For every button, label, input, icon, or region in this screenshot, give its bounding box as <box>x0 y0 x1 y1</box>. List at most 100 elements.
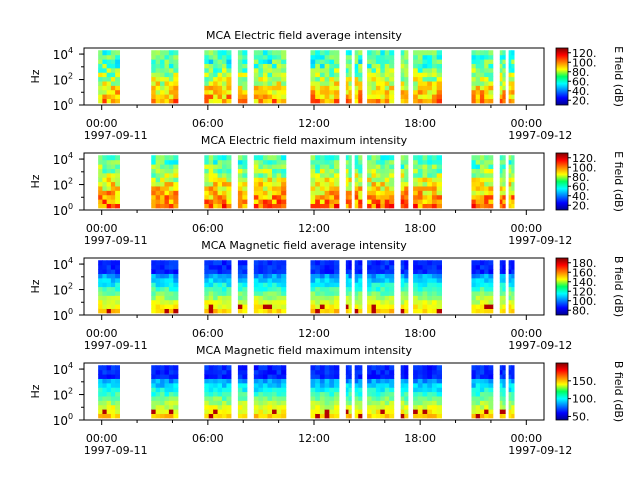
spectrogram-cell <box>358 299 363 305</box>
spectrogram-cell <box>281 72 287 78</box>
spectrogram-cell <box>173 63 179 69</box>
spectrogram-cell <box>484 89 490 95</box>
x-tick-label: 00:00 <box>510 117 542 130</box>
spectrogram-cell <box>499 76 504 82</box>
spectrogram <box>98 155 515 209</box>
spectrogram-cell <box>511 72 515 78</box>
spectrogram-cell <box>354 76 359 82</box>
spectrogram-cell <box>345 299 350 305</box>
spectrogram-cell <box>488 369 494 375</box>
spectrogram-cell <box>475 63 481 69</box>
spectrogram-cell <box>371 80 377 86</box>
spectrogram-cell <box>380 304 386 309</box>
spectrogram-cell <box>354 295 359 301</box>
spectrogram-cell <box>319 54 326 60</box>
spectrogram-cell <box>404 378 409 384</box>
spectrogram-cell <box>160 50 166 56</box>
spectrogram-cell <box>258 295 264 301</box>
spectrogram-cell <box>258 308 264 314</box>
spectrogram-cell <box>102 85 108 91</box>
spectrogram-cell <box>367 391 373 397</box>
spectrogram-cell <box>334 190 340 196</box>
spectrogram-cell <box>508 264 512 270</box>
spectrogram-cell <box>208 304 214 309</box>
spectrogram-cell <box>160 168 166 174</box>
spectrogram-cell <box>276 203 282 209</box>
spectrogram-cell <box>348 159 352 165</box>
spectrogram-cell <box>380 286 386 292</box>
spectrogram-cell <box>431 290 438 296</box>
spectrogram-cell <box>151 168 157 174</box>
spectrogram-cell <box>110 203 116 209</box>
spectrogram-cell <box>267 404 273 410</box>
spectrogram-cell <box>276 387 282 393</box>
spectrogram-cell <box>334 304 340 309</box>
spectrogram-cell <box>431 185 438 191</box>
spectrogram-cell <box>213 395 219 401</box>
spectrogram-cell <box>329 185 335 191</box>
spectrogram-cell <box>110 67 116 73</box>
spectrogram-cell <box>310 400 316 406</box>
spectrogram-cell <box>348 260 352 266</box>
spectrogram-cell <box>168 260 174 266</box>
spectrogram-cell <box>281 159 287 165</box>
spectrogram-cell <box>204 177 210 183</box>
spectrogram-cell <box>358 382 363 388</box>
spectrogram-cell <box>324 67 330 73</box>
spectrogram-cell <box>354 58 359 64</box>
spectrogram-cell <box>319 413 326 419</box>
spectrogram-cell <box>334 203 340 209</box>
spectrogram-cell <box>151 264 157 270</box>
spectrogram-cell <box>436 159 442 165</box>
spectrogram-cell <box>508 373 512 379</box>
spectrogram-cell <box>384 80 390 86</box>
spectrogram-cell <box>334 365 340 371</box>
spectrogram-cell <box>354 185 359 191</box>
spectrogram-cell <box>436 190 442 196</box>
spectrogram-cell <box>262 54 269 60</box>
spectrogram-cell <box>267 260 273 266</box>
colorbar-label: B field (dB) <box>612 361 625 422</box>
x-tick-label: 06:00 <box>192 222 224 235</box>
spectrogram-cell <box>237 382 243 388</box>
spectrogram-cell <box>213 299 219 305</box>
spectrogram-cell <box>475 159 481 165</box>
spectrogram-cell <box>436 89 442 95</box>
spectrogram-cell <box>164 67 170 73</box>
spectrogram-cell <box>367 85 373 91</box>
spectrogram-cell <box>164 163 170 169</box>
spectrogram-cell <box>155 404 161 410</box>
spectrogram-cell <box>98 308 103 314</box>
spectrogram-cell <box>253 387 259 393</box>
spectrogram-cell <box>272 168 278 174</box>
spectrogram-cell <box>371 172 377 178</box>
spectrogram-cell <box>324 286 330 292</box>
spectrogram-cell <box>276 299 282 305</box>
spectrogram-cell <box>281 382 287 388</box>
spectrogram-cell <box>160 290 166 296</box>
spectrogram-cell <box>226 172 232 178</box>
spectrogram-cell <box>262 373 269 379</box>
spectrogram-cell <box>151 260 157 266</box>
spectrogram-cell <box>151 199 157 204</box>
spectrogram-cell <box>422 395 428 401</box>
spectrogram-cell <box>389 395 395 401</box>
spectrogram-cell <box>479 378 485 384</box>
y-tick-label: 10 <box>53 414 68 428</box>
spectrogram-cell <box>508 369 512 375</box>
spectrogram-cell <box>155 67 161 73</box>
spectrogram-cell <box>413 80 419 86</box>
spectrogram-cell <box>348 89 352 95</box>
spectrogram-cell <box>208 203 214 209</box>
spectrogram-cell <box>502 304 506 309</box>
spectrogram-cell <box>484 67 490 73</box>
spectrogram-cell <box>371 299 377 305</box>
spectrogram-cell <box>475 190 481 196</box>
colorbar-tick-label: 80. <box>572 171 590 184</box>
spectrogram-cell <box>413 76 419 82</box>
spectrogram-cell <box>98 282 103 288</box>
spectrogram-cell <box>384 76 390 82</box>
spectrogram-cell <box>281 304 287 309</box>
spectrogram-cell <box>222 63 228 69</box>
spectrogram-cell <box>371 168 377 174</box>
